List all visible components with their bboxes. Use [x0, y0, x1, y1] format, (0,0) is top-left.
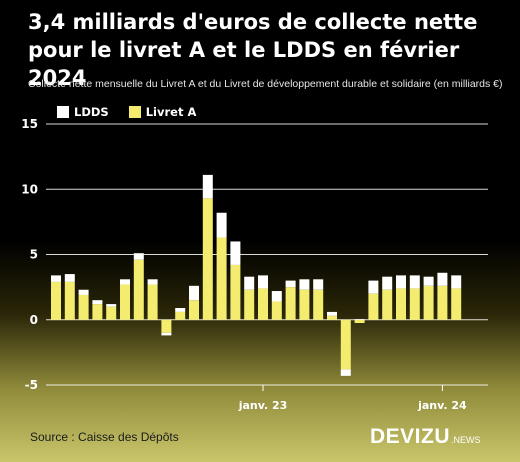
legend-label-ldds: LDDS — [74, 105, 109, 119]
bar-livret-a — [354, 319, 365, 324]
y-tick-label: 15 — [21, 117, 38, 131]
brand-logo: DEVIZU.NEWS — [370, 425, 481, 449]
bar-livret-a — [423, 285, 434, 320]
bar-livret-a — [133, 259, 144, 320]
bar-livret-a — [396, 288, 406, 320]
bar-ldds — [340, 369, 351, 376]
bar-ldds — [244, 276, 255, 290]
y-tick-label: 10 — [21, 182, 38, 196]
chart-title: 3,4 milliards d'euros de collecte nette … — [28, 10, 478, 90]
bar-livret-a — [64, 281, 75, 320]
bar-ldds — [423, 276, 434, 286]
y-tick-label: 5 — [30, 248, 38, 262]
bar-ldds — [409, 275, 420, 289]
bar-ldds — [354, 319, 365, 320]
bar-ldds — [120, 279, 130, 285]
bar-livret-a — [327, 315, 337, 320]
bar-ldds — [368, 280, 379, 294]
bar-ldds — [64, 274, 75, 282]
bar-ldds — [451, 275, 462, 289]
bar-ldds — [230, 241, 241, 265]
y-tick-label: -5 — [25, 378, 38, 392]
bar-ldds — [175, 308, 186, 312]
x-tick-label: janv. 23 — [238, 399, 288, 412]
bar-ldds — [285, 280, 296, 288]
bar-ldds — [299, 279, 310, 290]
bar-livret-a — [451, 288, 462, 320]
bar-ldds — [78, 289, 89, 295]
bar-livret-a — [202, 198, 213, 320]
bar-livret-a — [161, 319, 172, 333]
bar-livret-a — [409, 288, 420, 320]
bar-ldds — [382, 276, 393, 290]
bar-livret-a — [78, 294, 89, 320]
bar-livret-a — [244, 289, 255, 320]
bar-livret-a — [285, 287, 296, 320]
bar-livret-a — [382, 289, 393, 320]
bar-ldds — [327, 311, 337, 316]
bar-ldds — [147, 279, 158, 285]
brand-suffix: .NEWS — [451, 435, 481, 445]
bar-livret-a — [106, 306, 117, 320]
bar-livret-a — [92, 304, 103, 320]
bar-livret-a — [216, 237, 227, 320]
bar-ldds — [313, 279, 324, 290]
x-tick-label: janv. 24 — [417, 399, 467, 412]
bar-livret-a — [51, 281, 61, 320]
bar-ldds — [189, 285, 199, 301]
bar-livret-a — [120, 284, 130, 320]
chart-subtitle: Collecte nette mensuelle du Livret A et … — [28, 78, 503, 90]
bar-livret-a — [271, 301, 282, 320]
bar-livret-a — [437, 285, 448, 320]
legend: LDDS Livret A — [57, 105, 216, 119]
bar-ldds — [133, 253, 144, 260]
bar-livret-a — [258, 288, 268, 320]
bar-livret-a — [189, 300, 199, 320]
legend-swatch-livret-a — [128, 106, 141, 118]
y-tick-label: 0 — [30, 313, 38, 327]
bar-ldds — [396, 275, 406, 289]
bar-livret-a — [340, 319, 351, 370]
bar-ldds — [216, 212, 227, 238]
bar-livret-a — [299, 289, 310, 320]
bar-livret-a — [175, 311, 186, 320]
legend-swatch-ldds — [57, 106, 69, 118]
bar-ldds — [271, 291, 282, 302]
bar-livret-a — [313, 289, 324, 320]
bar-ldds — [161, 332, 172, 336]
bar-livret-a — [368, 293, 379, 320]
bar-ldds — [437, 272, 448, 286]
brand-name: DEVIZU — [370, 425, 451, 448]
legend-label-livret-a: Livret A — [145, 105, 197, 119]
bar-ldds — [106, 304, 117, 307]
bar-livret-a — [147, 284, 158, 320]
bar-ldds — [92, 300, 103, 305]
bar-ldds — [202, 174, 213, 199]
source-note: Source : Caisse des Dépôts — [30, 430, 179, 444]
bar-ldds — [51, 275, 61, 282]
bar-livret-a — [230, 264, 241, 320]
bar-ldds — [258, 275, 268, 289]
